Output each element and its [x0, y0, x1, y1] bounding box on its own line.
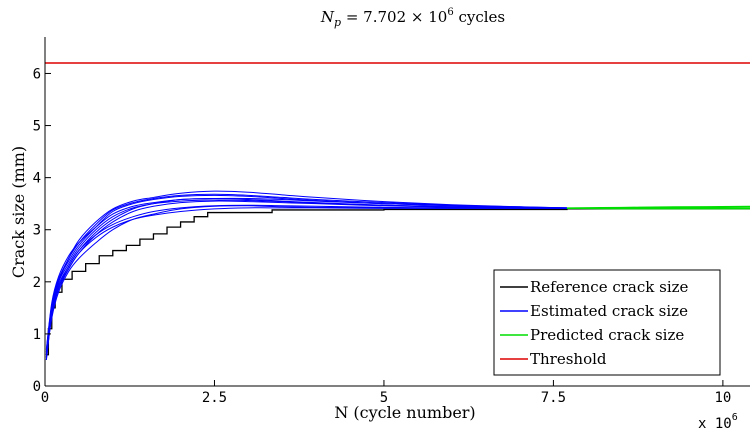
legend-item-reference: Reference crack size	[500, 278, 689, 296]
x-tick-label: 7.5	[541, 390, 566, 406]
legend-item-estimated: Estimated crack size	[500, 302, 688, 320]
x-multiplier-base: x 10	[698, 416, 732, 432]
plot-area: 0 2.5 5 7.5 10 0 1 2 3 4 5 6	[33, 37, 750, 406]
estimated-crack-line	[45, 207, 567, 355]
estimated-crack-line	[45, 200, 567, 361]
title-lhs: N	[320, 8, 335, 26]
x-tick-label: 5	[380, 390, 388, 406]
x-tick-label: 10	[714, 390, 731, 406]
title-exp: 6	[447, 7, 453, 18]
estimated-crack-line	[45, 194, 567, 353]
x-multiplier-exp: 6	[732, 412, 738, 423]
x-axis-label: N (cycle number)	[334, 403, 475, 422]
predicted-crack-line	[566, 207, 750, 210]
y-tick-label: 0	[33, 379, 41, 395]
predicted-crack-line	[566, 205, 750, 209]
title-sub: p	[334, 16, 341, 29]
y-tick-label: 5	[33, 119, 41, 135]
y-tick-label: 6	[33, 66, 41, 82]
legend: Reference crack size Estimated crack siz…	[493, 269, 721, 376]
chart-title: Np = 7.702 × 106 cycles	[320, 7, 505, 29]
title-mid: = 7.702 × 10	[341, 8, 447, 26]
legend-item-threshold: Threshold	[500, 350, 607, 368]
title-rhs: cycles	[454, 8, 505, 26]
legend-label-threshold: Threshold	[530, 350, 607, 368]
estimated-crack-line	[45, 205, 567, 358]
legend-label-reference: Reference crack size	[530, 278, 689, 296]
legend-box	[493, 269, 721, 376]
legend-label-predicted: Predicted crack size	[530, 326, 684, 344]
estimated-crack-line	[45, 197, 567, 350]
estimated-crack-line	[45, 199, 567, 358]
y-tick-label: 2	[33, 275, 41, 291]
estimated-crack-line	[45, 204, 567, 355]
x-multiplier: x 106	[698, 412, 738, 432]
x-tick-label: 2.5	[202, 390, 227, 406]
y-tick-label: 1	[33, 327, 41, 343]
x-ticks: 0 2.5 5 7.5 10	[41, 380, 731, 406]
y-tick-label: 4	[33, 171, 41, 187]
y-ticks: 0 1 2 3 4 5 6	[33, 66, 51, 395]
x-tick-label: 0	[41, 390, 49, 406]
legend-item-predicted: Predicted crack size	[500, 326, 684, 344]
series-layer	[45, 62, 750, 361]
legend-label-estimated: Estimated crack size	[530, 302, 688, 320]
y-tick-label: 3	[33, 223, 41, 239]
y-axis-label: Crack size (mm)	[9, 146, 28, 278]
estimated-crack-line	[45, 193, 567, 350]
